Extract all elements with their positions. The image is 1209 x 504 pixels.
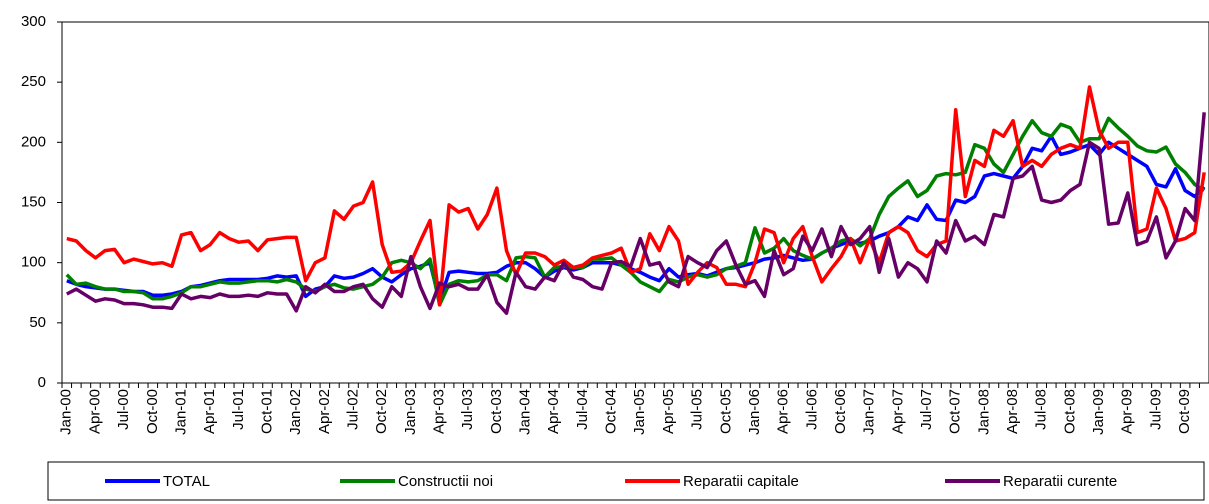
x-tick-label: Apr-01: [201, 389, 218, 434]
x-tick-label: Oct-00: [144, 389, 161, 434]
x-tick-label: Jan-05: [631, 389, 648, 435]
series-line: [66, 85, 1206, 307]
x-tick-label: Jan-01: [172, 389, 189, 435]
series-line: [65, 112, 1206, 315]
x-tick-label: Jan-06: [746, 389, 763, 435]
x-tick-label: Jul-05: [689, 389, 706, 430]
x-tick-label: Jul-08: [1033, 389, 1050, 430]
y-tick-label: 300: [21, 13, 46, 30]
x-tick-label: Apr-03: [431, 389, 448, 434]
x-tick-label: Jul-02: [344, 389, 361, 430]
x-tick-label: Jul-04: [574, 389, 591, 430]
x-tick-label: Oct-01: [258, 389, 275, 434]
y-tick-label: 200: [21, 133, 46, 150]
x-tick-label: Jan-03: [402, 389, 419, 435]
x-tick-label: Oct-07: [947, 389, 964, 434]
y-tick-label: 150: [21, 193, 46, 210]
plot-area: [61, 21, 1209, 384]
y-tick-label: 100: [21, 254, 46, 271]
x-tick-label: Jan-00: [58, 389, 75, 435]
x-tick-label: Jan-04: [517, 389, 534, 435]
y-tick-label: 50: [29, 314, 46, 331]
x-tick-label: Oct-06: [832, 389, 849, 434]
x-tick-label: Jan-08: [975, 389, 992, 435]
x-tick-label: Jul-09: [1147, 389, 1164, 430]
x-tick-label: Oct-09: [1176, 389, 1193, 434]
x-tick-label: Jul-00: [115, 389, 132, 430]
series-line: [65, 116, 1206, 307]
x-tick-label: Oct-02: [373, 389, 390, 434]
x-tick-label: Jul-03: [459, 389, 476, 430]
x-tick-label: Apr-07: [889, 389, 906, 434]
x-tick-label: Jul-07: [918, 389, 935, 430]
x-tick-label: Apr-06: [775, 389, 792, 434]
x-tick-label: Apr-04: [545, 389, 562, 434]
legend-label: TOTAL: [163, 473, 210, 490]
x-tick-label: Apr-08: [1004, 389, 1021, 434]
x-tick-label: Apr-00: [86, 389, 103, 434]
x-tick-label: Jan-02: [287, 389, 304, 435]
x-tick-label: Jan-07: [861, 389, 878, 435]
legend-label: Reparatii curente: [1003, 473, 1117, 490]
x-tick-label: Oct-05: [717, 389, 734, 434]
x-tick-label: Apr-05: [660, 389, 677, 434]
y-tick-label: 0: [38, 374, 46, 391]
y-tick-label: 250: [21, 73, 46, 90]
legend-label: Reparatii capitale: [683, 473, 799, 490]
x-tick-label: Oct-08: [1061, 389, 1078, 434]
x-tick-label: Oct-04: [603, 389, 620, 434]
x-tick-label: Apr-02: [316, 389, 333, 434]
x-tick-label: Jan-09: [1090, 389, 1107, 435]
x-tick-label: Apr-09: [1119, 389, 1136, 434]
legend: TOTAL Constructii noi Reparatii capitale Re…: [47, 461, 1205, 501]
x-tick-label: Jul-06: [803, 389, 820, 430]
legend-label: Constructii noi: [398, 473, 493, 490]
x-tick-label: Jul-01: [230, 389, 247, 430]
x-tick-label: Oct-03: [488, 389, 505, 434]
